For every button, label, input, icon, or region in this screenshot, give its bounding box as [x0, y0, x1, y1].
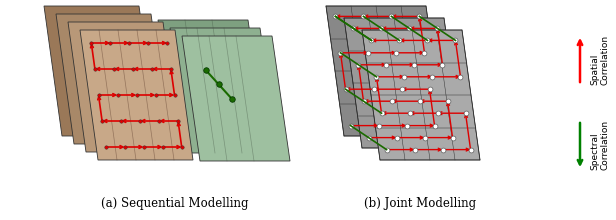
- Text: Spatial
Correlation: Spatial Correlation: [590, 35, 609, 85]
- Polygon shape: [170, 28, 278, 153]
- Polygon shape: [80, 30, 193, 160]
- Polygon shape: [158, 20, 266, 145]
- Polygon shape: [68, 22, 181, 152]
- Polygon shape: [344, 18, 462, 148]
- Text: Spectral
Correlation: Spectral Correlation: [590, 120, 609, 170]
- Polygon shape: [362, 30, 480, 160]
- Polygon shape: [326, 6, 444, 136]
- Polygon shape: [182, 36, 290, 161]
- Polygon shape: [56, 14, 169, 144]
- Polygon shape: [44, 6, 157, 136]
- Text: (b) Joint Modelling: (b) Joint Modelling: [364, 197, 476, 210]
- Text: (a) Sequential Modelling: (a) Sequential Modelling: [101, 197, 249, 210]
